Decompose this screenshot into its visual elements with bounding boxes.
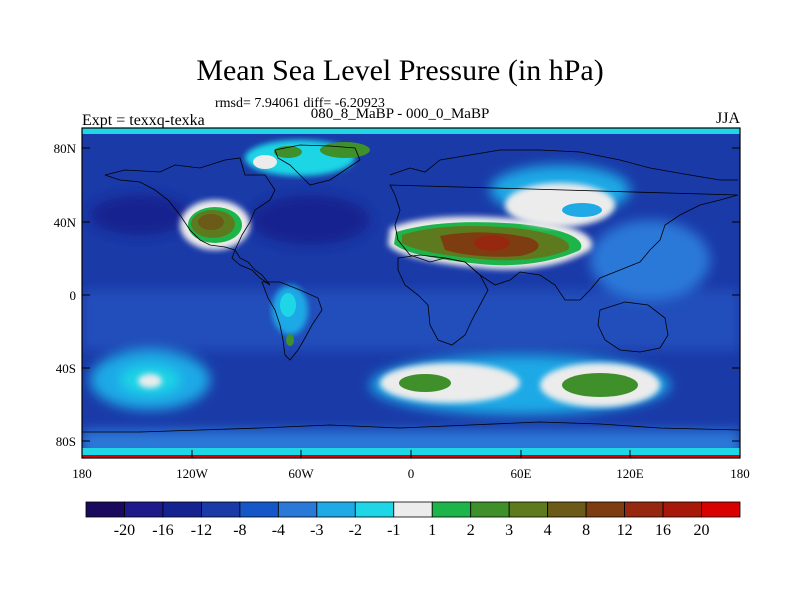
colorbar-box [124, 501, 164, 518]
colorbar-label: 4 [544, 522, 552, 539]
colorbar-box [431, 501, 472, 518]
lon-tick-label: 120W [176, 466, 209, 481]
lon-tick-label: 180 [730, 466, 750, 481]
lat-tick-label: 0 [70, 288, 77, 303]
colorbar-label: -12 [191, 522, 212, 539]
lat-axis: 80N 40N 0 40S 80S [54, 141, 740, 449]
lon-axis: 180 120W 60W 0 60E 120E 180 [72, 450, 750, 481]
stats-label: rmsd= 7.94061 diff= -6.20923 [215, 96, 385, 111]
colorbar-label: 3 [505, 522, 513, 539]
colorbar-box [277, 501, 318, 518]
lat-tick-label: 40S [56, 361, 76, 376]
colorbar-label: 20 [694, 522, 710, 539]
subtitle-label: 080_8_MaBP - 000_0_MaBP [310, 106, 490, 122]
colorbar-box [316, 501, 356, 518]
colorbar-box [239, 501, 279, 518]
lon-tick-label: 60W [288, 466, 314, 481]
colorbar-box [393, 501, 433, 518]
colorbar-box [85, 501, 125, 518]
colorbar-box [470, 501, 510, 518]
experiment-label: Expt = texxq-texka [82, 112, 205, 129]
lon-tick-label: 180 [72, 466, 92, 481]
colorbar-box [201, 501, 241, 518]
lat-tick-label: 40N [54, 215, 77, 230]
colorbar-box [162, 501, 202, 518]
lat-tick-label: 80N [54, 141, 77, 156]
colorbar-box [354, 501, 395, 518]
colorbar-box [662, 501, 702, 518]
colorbar-label: 12 [617, 522, 633, 539]
colorbar-box [547, 501, 587, 518]
colorbar-box [508, 501, 549, 518]
map-title: Mean Sea Level Pressure (in hPa) [196, 54, 604, 87]
colorbar-label: -20 [114, 522, 135, 539]
lon-tick-label: 0 [408, 466, 415, 481]
colorbar-label: 1 [428, 522, 436, 539]
colorbar-label: 8 [582, 522, 590, 539]
season-label: JJA [715, 110, 740, 127]
colorbar-box [701, 501, 741, 518]
colorbar-box [624, 501, 664, 518]
colorbar-label: 16 [655, 522, 671, 539]
lon-tick-label: 60E [511, 466, 532, 481]
colorbar-label: 2 [467, 522, 475, 539]
coastline-lines [82, 144, 740, 433]
colorbar-label: -16 [152, 522, 173, 539]
colorbar: -20 -16 -12 -8 -4 -3 -2 -1 1 2 3 4 8 12 16 20 [85, 501, 741, 539]
pressure-field [82, 128, 740, 458]
colorbar-box [585, 501, 625, 518]
colorbar-label: -8 [233, 522, 246, 539]
lat-tick-label: 80S [56, 434, 76, 449]
colorbar-label: -4 [272, 522, 285, 539]
colorbar-label: -1 [387, 522, 400, 539]
colorbar-label: -2 [349, 522, 362, 539]
lon-tick-label: 120E [616, 466, 644, 481]
colorbar-label: -3 [310, 522, 323, 539]
